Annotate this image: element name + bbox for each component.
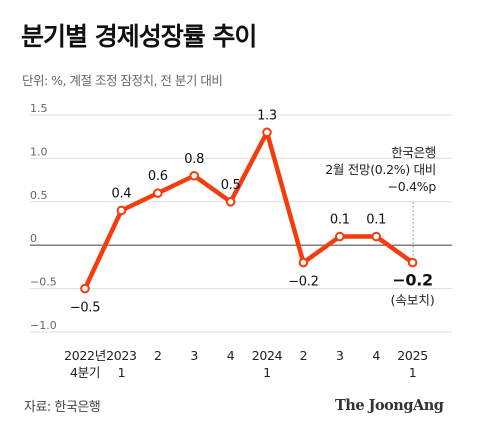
- y-tick-label: 1.0: [30, 145, 48, 158]
- x-tick-label: 2024: [252, 348, 283, 363]
- data-point: [116, 205, 127, 216]
- data-labels: −0.5 0.4 0.6 0.8 0.5 1.3 −0.2 0.1 0.1 −0.2 (속보치): [70, 108, 435, 315]
- x-tick-label: 1: [263, 365, 271, 380]
- x-tick-label: 2022년: [64, 348, 106, 363]
- chart-subtitle: 단위: %, 계절 조정 잠정치, 전 분기 대비: [22, 73, 223, 88]
- annotation-line: 2월 전망(0.2%) 대비: [325, 162, 436, 177]
- x-tick-label: 2023: [106, 348, 137, 363]
- data-point: [225, 197, 236, 207]
- data-label: 0.1: [366, 213, 386, 228]
- data-point: [335, 231, 345, 242]
- x-tick-label: 1: [409, 365, 417, 380]
- annotation-line: 한국은행: [391, 145, 436, 160]
- x-tick-label: 1: [118, 365, 126, 380]
- data-points: [80, 127, 418, 294]
- data-label: 1.3: [257, 108, 277, 123]
- data-point: [262, 127, 272, 138]
- y-tick-label: 1.5: [30, 102, 48, 115]
- data-label: 0.5: [221, 178, 241, 193]
- data-label: 0.6: [148, 169, 168, 184]
- y-tick-label: 0.5: [30, 189, 48, 202]
- y-tick-label: −0.5: [30, 276, 57, 289]
- data-point: [189, 170, 199, 181]
- data-label: 0.1: [330, 213, 350, 228]
- x-tick-label: 4분기: [70, 365, 100, 380]
- series-line: [82, 130, 415, 291]
- x-tick-label: 2: [300, 348, 308, 363]
- x-tick-label: 2: [154, 348, 162, 363]
- data-label: −0.2: [392, 271, 433, 290]
- data-label: 0.8: [184, 152, 204, 167]
- data-point: [407, 257, 418, 268]
- data-point: [371, 231, 382, 242]
- annotation-line: −0.4%p: [388, 179, 437, 194]
- data-label: 0.4: [112, 186, 132, 201]
- data-label: −0.5: [70, 301, 100, 316]
- x-tick-label: 4: [227, 348, 235, 363]
- data-point: [298, 257, 309, 268]
- x-tick-label: 3: [190, 348, 198, 363]
- x-tick-label: 4: [372, 348, 380, 363]
- y-axis-tick-labels: 1.5 1.0 0.5 0 −0.5 −1.0: [30, 102, 57, 332]
- source-note: 자료: 한국은행: [24, 400, 101, 415]
- annotation-group: 한국은행 2월 전망(0.2%) 대비 −0.4%p: [325, 145, 437, 257]
- grid-lines: [30, 114, 452, 333]
- preliminary-note: (속보치): [390, 293, 434, 308]
- data-point: [153, 188, 163, 198]
- x-axis-tick-labels: 2022년 4분기 2023 1 2 3 4 2024 1 2 3 4 2025 1: [64, 348, 428, 380]
- y-tick-label: −1.0: [30, 319, 57, 332]
- data-point: [80, 283, 90, 294]
- chart-title: 분기별 경제성장률 추이: [21, 22, 257, 51]
- x-tick-label: 3: [336, 348, 344, 363]
- data-label: −0.2: [288, 275, 318, 290]
- x-tick-label: 2025: [397, 348, 428, 363]
- publisher-logo: The JoongAng: [335, 397, 444, 414]
- y-tick-label: 0: [30, 232, 37, 245]
- series-polyline: [82, 130, 415, 291]
